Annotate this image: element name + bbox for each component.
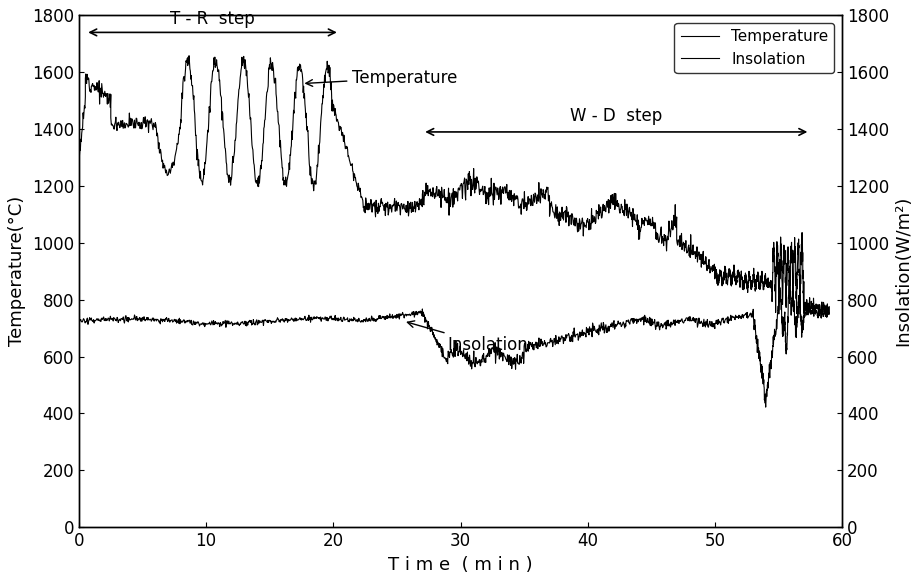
Insolation [784, 262, 795, 269]
Temperature [74, 152, 85, 159]
Insolation [726, 317, 737, 324]
Y-axis label: Temperature(°C): Temperature(°C) [8, 196, 27, 346]
Temperature [716, 271, 727, 278]
X-axis label: T i m e  ( m i n ): T i m e ( m i n ) [388, 556, 533, 574]
Temperature [237, 54, 248, 61]
Line: Temperature: Temperature [79, 56, 829, 318]
Insolation [823, 303, 834, 310]
Temperature [670, 223, 682, 230]
Line: Insolation: Insolation [79, 266, 829, 407]
Legend: Temperature, Insolation: Temperature, Insolation [674, 23, 834, 73]
Text: Temperature: Temperature [306, 69, 458, 87]
Insolation [346, 317, 357, 324]
Temperature [792, 256, 803, 263]
Insolation [760, 403, 771, 410]
Insolation [775, 299, 787, 306]
Temperature [704, 264, 715, 271]
Insolation [138, 316, 149, 323]
Temperature [816, 314, 827, 321]
Temperature [659, 231, 670, 238]
Y-axis label: Insolation(W/m²): Insolation(W/m²) [894, 196, 913, 346]
Temperature [183, 52, 194, 59]
Insolation [74, 316, 85, 323]
Text: T - R  step: T - R step [170, 10, 255, 28]
Insolation [282, 315, 293, 322]
Insolation [772, 317, 783, 324]
Text: Insolation: Insolation [407, 321, 529, 354]
Text: W - D  step: W - D step [570, 107, 662, 125]
Temperature [823, 310, 834, 317]
